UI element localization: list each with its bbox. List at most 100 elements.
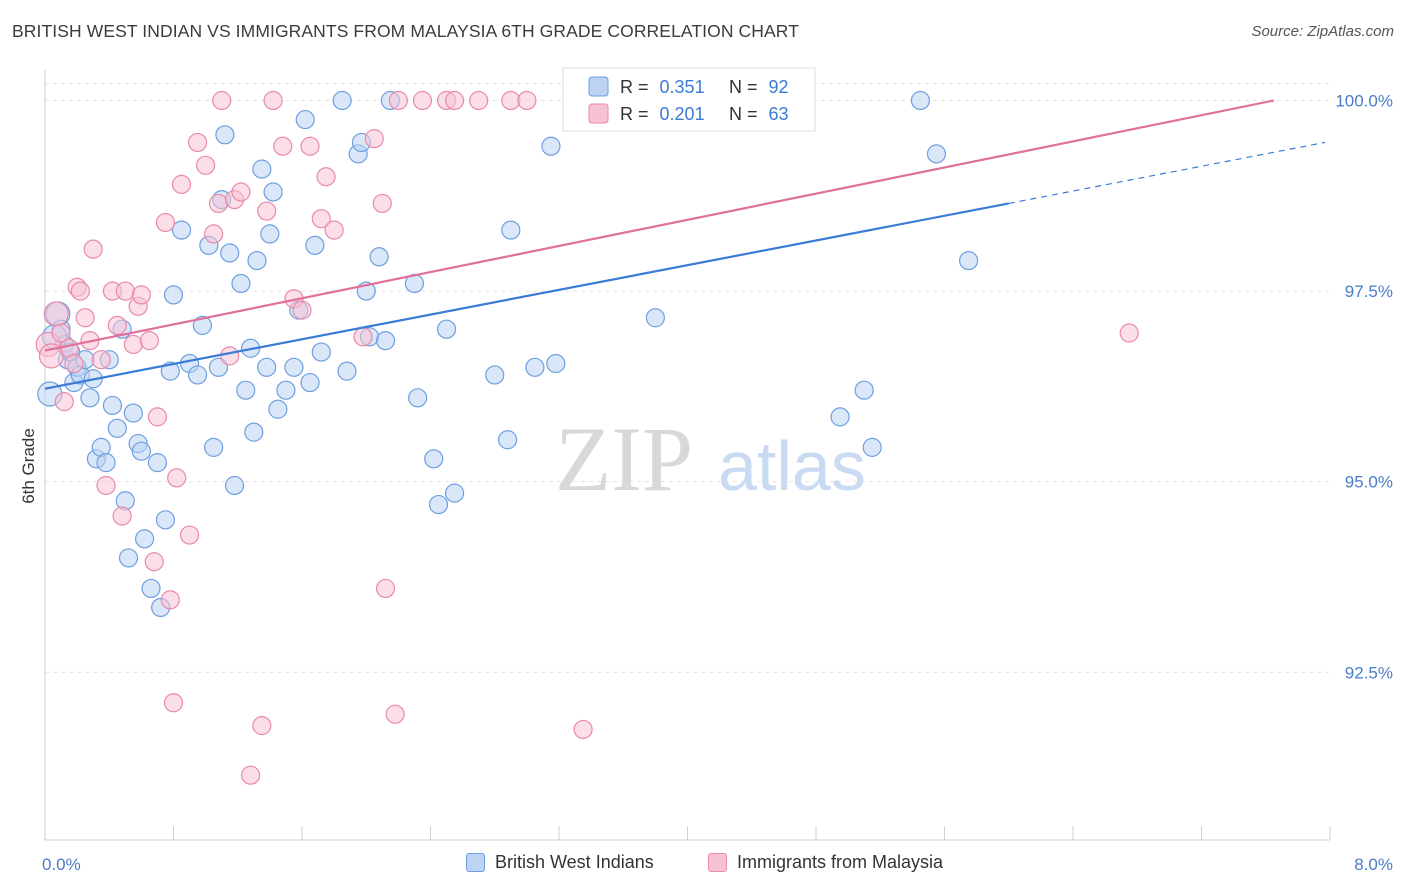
malaysia-point-39 [252,716,272,736]
stats-r-label-pink: R = [620,104,649,124]
bwi-point-70 [424,449,444,469]
malaysia-point-16 [112,506,132,526]
malaysia-point-61 [573,719,593,740]
svg-text:N = 63: N = 63 [729,104,789,124]
malaysia-point-35 [220,346,240,366]
malaysia-point-13 [96,475,116,496]
malaysia-point-57 [444,90,465,111]
malaysia-point-3 [51,323,71,343]
malaysia-point-40 [257,201,277,221]
bwi-point-72 [436,319,457,339]
malaysia-point-49 [353,327,373,347]
bwi-point-71 [428,494,449,515]
bwi-point-51 [268,399,288,419]
malaysia-point-2 [43,301,69,327]
y-tick-label-2: 97.5% [1345,282,1393,301]
legend-item-immigrants-from-malaysia: Immigrants from Malaysia [708,852,943,873]
bwi-point-85 [854,380,874,400]
malaysia-point-58 [469,90,489,111]
legend-swatch-blue [466,853,485,872]
bwi-point-47 [252,159,272,179]
malaysia-point-12 [91,350,111,370]
malaysia-point-9 [75,308,95,328]
malaysia-point-53 [385,704,405,724]
bwi-point-79 [546,353,566,374]
bwi-point-10 [80,388,100,408]
bwi-point-45 [244,422,264,442]
bwi-point-41 [224,475,245,496]
malaysia-point-59 [501,90,521,111]
y-tick-label-3: 100.0% [1335,91,1393,110]
svg-text:R = 0.201: R = 0.201 [620,104,705,124]
watermark-atlas: atlas [718,427,866,505]
bwi-point-20 [118,548,139,568]
chart-source: Source: ZipAtlas.com [1251,23,1394,40]
stats-legend: R = 0.351 N = 92 R = 0.201 N = 63 [562,67,816,132]
malaysia-point-37 [231,182,251,202]
bwi-point-40 [220,243,240,263]
legend-label-british-west-indians: British West Indians [495,852,654,872]
malaysia-point-30 [187,132,208,153]
stats-n-label-pink: N = [729,104,758,124]
grid-lines [45,82,1330,673]
legend-swatch-pink [708,853,727,872]
bwi-point-14 [96,453,116,473]
malaysia-point-24 [155,212,176,233]
malaysia-point-18 [123,334,143,355]
bwi-point-73 [444,483,465,503]
y-axis-label: 6th Grade [19,428,38,504]
trend-line-british-west-indians-extension [1008,141,1326,205]
bwi-point-87 [910,90,931,111]
malaysia-point-8 [70,281,90,301]
bwi-point-39 [215,125,235,145]
malaysia-point-11 [83,239,103,259]
bwi-point-78 [541,136,561,156]
malaysia-point-54 [388,90,408,111]
bwi-point-52 [276,380,296,400]
malaysia-point-50 [364,129,384,149]
malaysia-point-25 [160,590,180,610]
bwi-point-60 [337,361,357,381]
stats-r-value-blue: 0.351 [660,77,705,97]
malaysia-point-41 [263,90,283,111]
malaysia-point-20 [131,285,151,305]
malaysia-point-6 [64,353,84,374]
malaysia-point-31 [196,155,216,175]
watermark: ZIP atlas [555,408,866,510]
malaysia-point-21 [139,331,160,351]
bwi-point-37 [208,357,229,377]
stats-legend-blue-swatch [588,76,609,97]
malaysia-point-15 [107,315,127,335]
bwi-point-58 [311,342,331,362]
malaysia-point-22 [144,552,164,572]
bwi-point-34 [192,315,213,335]
bwi-point-75 [498,430,518,450]
bwi-point-28 [155,510,176,530]
malaysia-point-48 [324,220,344,240]
legend-label-immigrants-from-malaysia: Immigrants from Malaysia [737,852,944,872]
malaysia-point-45 [300,136,320,156]
x-tick-labels: 0.0% 8.0% [42,855,1393,874]
malaysia-point-23 [147,407,168,427]
malaysia-point-42 [273,136,293,156]
x-tick-label-0: 0.0% [42,855,81,874]
bwi-point-55 [295,109,315,130]
bwi-point-33 [187,365,208,385]
trend-line-immigrants-from-malaysia [44,99,1275,352]
y-tick-label-0: 92.5% [1345,663,1393,682]
bwi-point-66 [375,331,396,351]
bwi-point-17 [107,418,127,438]
bwi-point-21 [123,403,143,423]
stats-r-value-pink: 0.201 [660,104,705,124]
stats-r-label-blue: R = [620,77,649,97]
malaysia-point-46 [311,209,331,229]
bwi-point-74 [485,365,505,385]
bwi-point-76 [501,220,521,240]
malaysia-point-44 [292,300,312,320]
bwi-point-26 [147,453,168,473]
svg-text:R = 0.351: R = 0.351 [620,77,705,97]
bwi-point-48 [257,357,277,377]
bwi-point-53 [284,357,304,377]
bwi-point-59 [332,90,352,111]
